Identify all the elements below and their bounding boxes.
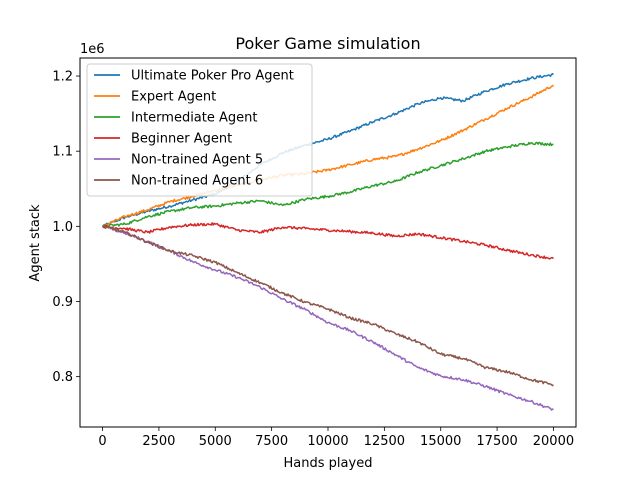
y-tick-label: 1.0 (52, 220, 73, 235)
y-tick-label: 0.9 (52, 295, 73, 310)
series-line-4 (102, 222, 554, 260)
x-axis-title: Hands played (284, 456, 373, 471)
x-tick-label: 12500 (364, 434, 405, 449)
x-tick-label: 0 (98, 434, 106, 449)
legend-label: Beginner Agent (131, 132, 232, 147)
y-tick-label: 1.1 (52, 145, 73, 160)
x-tick-label: 10000 (307, 434, 348, 449)
series-line-3 (101, 141, 554, 228)
series-layer (101, 72, 554, 411)
x-axis: 0 2500 5000 7500 10000 12500 15000 17500 20000 (98, 427, 574, 449)
x-tick-label: 15000 (420, 434, 461, 449)
y-tick-label: 0.8 (52, 370, 73, 385)
x-tick-label: 5000 (199, 434, 232, 449)
legend-label: Intermediate Agent (131, 111, 257, 126)
x-tick-label: 20000 (533, 434, 574, 449)
y-scale-label: 1e6 (80, 42, 105, 57)
legend-label: Expert Agent (131, 90, 216, 105)
legend-label: Ultimate Poker Pro Agent (131, 69, 294, 84)
series-line-6 (102, 225, 554, 387)
chart-title: Poker Game simulation (235, 34, 420, 53)
series-line-5 (102, 225, 554, 411)
y-tick-label: 1.2 (52, 70, 73, 85)
legend-box (86, 63, 313, 197)
legend-label: Non-trained Agent 6 (131, 174, 263, 189)
x-tick-label: 7500 (255, 434, 288, 449)
series-line-1 (102, 72, 554, 227)
x-tick-label: 17500 (476, 434, 517, 449)
legend-label: Non-trained Agent 5 (131, 153, 263, 168)
y-axis-title: Agent stack (28, 204, 43, 282)
series-line-2 (101, 84, 554, 227)
y-axis: 0.8 0.9 1.0 1.1 1.2 (52, 70, 80, 385)
legend: Ultimate Poker Pro Agent Expert Agent Inte… (86, 63, 313, 197)
x-tick-label: 2500 (142, 434, 175, 449)
